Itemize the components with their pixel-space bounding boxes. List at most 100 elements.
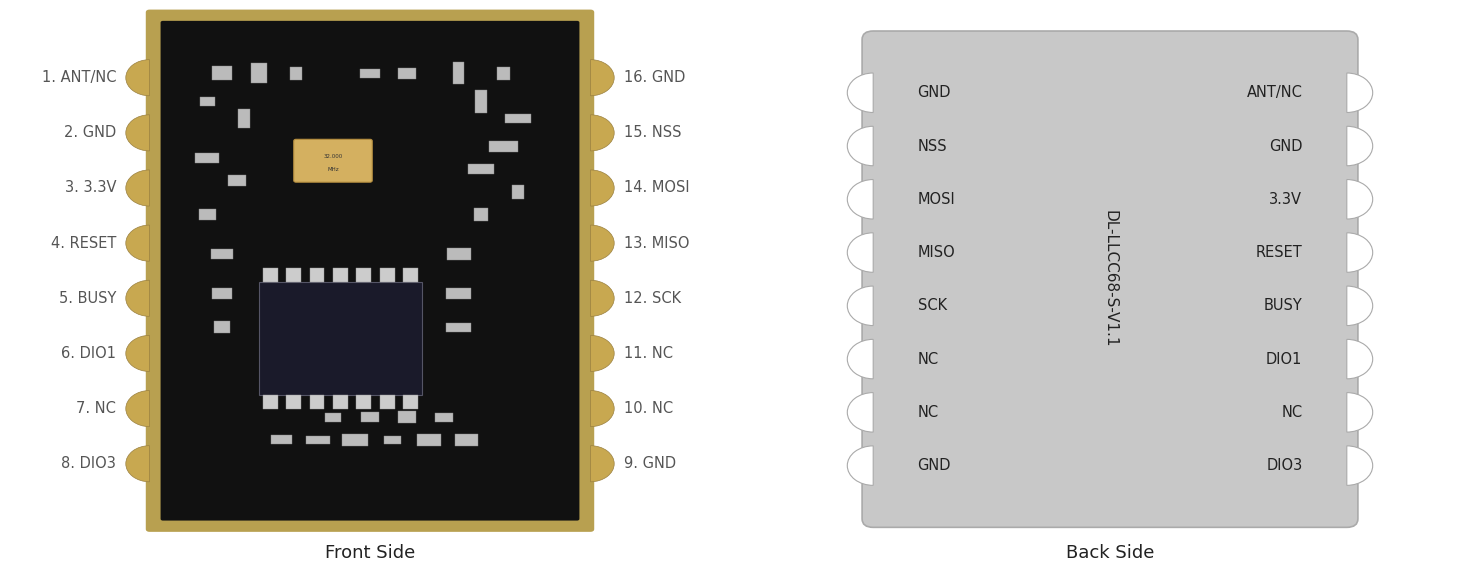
- Bar: [306, 435, 330, 444]
- Wedge shape: [591, 336, 614, 372]
- Bar: [212, 288, 232, 298]
- Wedge shape: [1347, 73, 1373, 112]
- Text: 12. SCK: 12. SCK: [625, 291, 681, 306]
- Wedge shape: [1347, 233, 1373, 272]
- Bar: [488, 141, 518, 152]
- Bar: [309, 395, 324, 409]
- Text: NC: NC: [1282, 405, 1302, 420]
- Text: 3.3V: 3.3V: [1270, 192, 1302, 207]
- Wedge shape: [126, 170, 149, 206]
- Bar: [198, 209, 216, 220]
- Text: 5. BUSY: 5. BUSY: [59, 291, 117, 306]
- Bar: [474, 208, 488, 221]
- Bar: [357, 395, 371, 409]
- Bar: [357, 268, 371, 282]
- Text: 16. GND: 16. GND: [625, 70, 685, 85]
- Bar: [290, 67, 302, 80]
- Text: DL-LLCC68-S-V1.1: DL-LLCC68-S-V1.1: [1103, 210, 1117, 348]
- Wedge shape: [1347, 340, 1373, 379]
- Text: 1. ANT/NC: 1. ANT/NC: [41, 70, 117, 85]
- Text: MHz: MHz: [327, 167, 339, 171]
- Wedge shape: [591, 60, 614, 96]
- Bar: [505, 114, 531, 123]
- Text: 6. DIO1: 6. DIO1: [61, 346, 117, 361]
- Wedge shape: [847, 340, 873, 379]
- Text: 8. DIO3: 8. DIO3: [61, 456, 117, 472]
- Text: MOSI: MOSI: [918, 192, 956, 207]
- Text: GND: GND: [918, 85, 952, 100]
- Text: BUSY: BUSY: [1264, 298, 1302, 314]
- Bar: [360, 69, 380, 78]
- Wedge shape: [1347, 126, 1373, 166]
- Wedge shape: [847, 179, 873, 219]
- Bar: [447, 248, 471, 260]
- Bar: [447, 288, 471, 299]
- Text: 7. NC: 7. NC: [77, 401, 117, 416]
- Bar: [309, 268, 324, 282]
- Wedge shape: [847, 73, 873, 112]
- Bar: [200, 97, 215, 106]
- Text: GND: GND: [1268, 139, 1302, 153]
- Text: 3. 3.3V: 3. 3.3V: [65, 180, 117, 196]
- Wedge shape: [591, 280, 614, 316]
- Bar: [252, 63, 266, 83]
- Wedge shape: [126, 225, 149, 261]
- Text: MISO: MISO: [918, 245, 956, 260]
- Bar: [195, 153, 219, 162]
- Bar: [475, 90, 487, 113]
- Bar: [271, 435, 292, 444]
- Bar: [213, 321, 231, 333]
- Text: DIO1: DIO1: [1265, 351, 1302, 367]
- Text: NC: NC: [918, 351, 938, 367]
- Bar: [383, 435, 401, 444]
- Bar: [333, 268, 348, 282]
- Text: 4. RESET: 4. RESET: [50, 236, 117, 250]
- Bar: [286, 268, 300, 282]
- Text: 15. NSS: 15. NSS: [625, 125, 681, 140]
- FancyBboxPatch shape: [295, 139, 373, 182]
- Text: 2. GND: 2. GND: [64, 125, 117, 140]
- Wedge shape: [591, 115, 614, 151]
- Bar: [380, 395, 395, 409]
- Bar: [324, 413, 342, 422]
- Text: 9. GND: 9. GND: [625, 456, 676, 472]
- Wedge shape: [1347, 446, 1373, 486]
- Bar: [259, 282, 422, 395]
- Wedge shape: [1347, 286, 1373, 325]
- Bar: [496, 67, 511, 80]
- Bar: [361, 412, 379, 422]
- Text: RESET: RESET: [1255, 245, 1302, 260]
- Bar: [512, 185, 524, 199]
- Text: 14. MOSI: 14. MOSI: [625, 180, 690, 196]
- Wedge shape: [847, 393, 873, 432]
- Wedge shape: [126, 60, 149, 96]
- Bar: [453, 63, 465, 84]
- Wedge shape: [126, 115, 149, 151]
- Wedge shape: [847, 286, 873, 325]
- Wedge shape: [847, 446, 873, 486]
- Text: 10. NC: 10. NC: [625, 401, 673, 416]
- Bar: [398, 68, 416, 79]
- Bar: [286, 395, 300, 409]
- Bar: [228, 175, 246, 186]
- Text: 11. NC: 11. NC: [625, 346, 673, 361]
- Wedge shape: [591, 390, 614, 426]
- Text: NC: NC: [918, 405, 938, 420]
- Wedge shape: [847, 126, 873, 166]
- Bar: [333, 395, 348, 409]
- Wedge shape: [591, 170, 614, 206]
- Bar: [435, 413, 453, 422]
- Bar: [263, 395, 278, 409]
- Text: ANT/NC: ANT/NC: [1246, 85, 1302, 100]
- Text: 32.000: 32.000: [323, 154, 343, 158]
- Bar: [212, 67, 232, 80]
- Bar: [238, 109, 250, 127]
- Bar: [212, 249, 232, 259]
- Wedge shape: [126, 336, 149, 372]
- Bar: [403, 268, 419, 282]
- FancyBboxPatch shape: [861, 31, 1359, 527]
- Bar: [403, 395, 419, 409]
- Wedge shape: [126, 446, 149, 482]
- Text: Back Side: Back Side: [1066, 544, 1154, 562]
- Wedge shape: [126, 280, 149, 316]
